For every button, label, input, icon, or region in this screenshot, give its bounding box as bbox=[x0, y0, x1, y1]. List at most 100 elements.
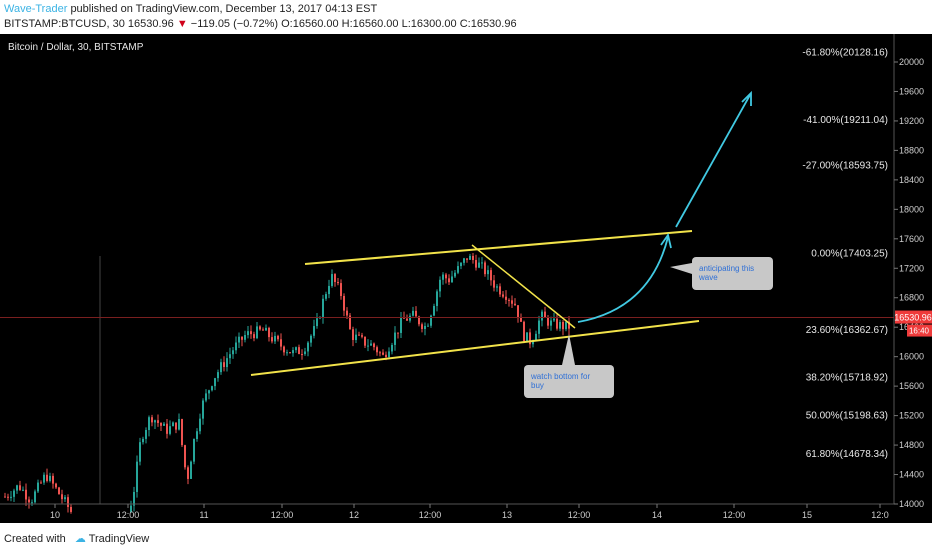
candle-body bbox=[307, 342, 309, 352]
candle-body bbox=[469, 255, 471, 260]
candle-body bbox=[394, 332, 396, 345]
trendlines bbox=[0, 90, 894, 504]
candle-body bbox=[313, 326, 315, 336]
candle-body bbox=[133, 491, 135, 506]
candle-body bbox=[295, 347, 297, 351]
tradingview-logo-icon[interactable]: ☁ bbox=[74, 533, 86, 545]
time-tick-label: 11 bbox=[199, 510, 208, 520]
candle-body bbox=[475, 260, 477, 268]
created-with-text: Created with bbox=[4, 533, 66, 545]
candle-body bbox=[541, 311, 543, 321]
candle-body bbox=[160, 422, 162, 426]
candle-body bbox=[19, 485, 21, 490]
candle-body bbox=[247, 331, 249, 336]
candle-body bbox=[391, 344, 393, 352]
candle-body bbox=[181, 419, 183, 446]
time-tick-label: 12:00 bbox=[117, 510, 140, 520]
time-tick-label: 10 bbox=[50, 510, 60, 520]
candle-body bbox=[397, 332, 399, 334]
candles bbox=[4, 253, 570, 514]
candle-body bbox=[169, 426, 171, 434]
callout-pointer bbox=[562, 334, 575, 365]
candle-body bbox=[340, 283, 342, 296]
chart-area[interactable]: Bitcoin / Dollar, 30, BITSTAMP 14000 1440… bbox=[0, 34, 932, 523]
candle-body bbox=[148, 417, 150, 431]
candle-body bbox=[430, 315, 432, 326]
candle-body bbox=[37, 482, 39, 492]
lower-channel-line bbox=[250, 320, 700, 376]
candle-body bbox=[280, 339, 282, 347]
candle-body bbox=[385, 354, 387, 358]
candle-body bbox=[67, 497, 69, 507]
candle-body bbox=[448, 278, 450, 283]
time-tick-label: 12:0 bbox=[871, 510, 889, 520]
fib-level-label: 0.00%(17403.25) bbox=[811, 248, 888, 259]
candle-body bbox=[376, 347, 378, 353]
candle-body bbox=[520, 317, 522, 322]
candle-body bbox=[223, 362, 225, 368]
candle-body bbox=[190, 461, 192, 479]
candle-body bbox=[175, 422, 177, 430]
candle-body bbox=[25, 489, 27, 500]
candle-body bbox=[379, 352, 381, 354]
candle-body bbox=[235, 342, 237, 351]
candle-body bbox=[358, 334, 360, 336]
candle-body bbox=[46, 474, 48, 481]
time-tick-label: 12:00 bbox=[568, 510, 591, 520]
candle-body bbox=[382, 352, 384, 355]
candle-body bbox=[550, 320, 552, 326]
candle-body bbox=[70, 506, 72, 512]
candle-body bbox=[61, 494, 63, 500]
candle-body bbox=[553, 318, 555, 321]
candle-body bbox=[289, 352, 291, 354]
candle-body bbox=[559, 322, 561, 329]
candle-body bbox=[193, 439, 195, 462]
symbol-line: BITSTAMP:BTCUSD, 30 16530.96 ▼ −119.05 (… bbox=[4, 18, 517, 30]
price-tick-label: 14400 bbox=[899, 470, 924, 480]
candle-body bbox=[310, 335, 312, 343]
candle-body bbox=[4, 496, 6, 498]
chart-title: Bitcoin / Dollar, 30, BITSTAMP bbox=[8, 42, 144, 53]
candle-body bbox=[259, 326, 261, 330]
candle-body bbox=[151, 417, 153, 423]
time-tick-label: 12:00 bbox=[419, 510, 442, 520]
candle-body bbox=[268, 327, 270, 338]
callout-text: watch bottom for bbox=[530, 372, 590, 381]
candle-body bbox=[208, 390, 210, 394]
time-tick-label: 12:00 bbox=[271, 510, 294, 520]
candle-body bbox=[325, 294, 327, 299]
candle-body bbox=[565, 321, 567, 330]
candle-body bbox=[499, 286, 501, 295]
candle-body bbox=[361, 335, 363, 337]
candle-body bbox=[244, 335, 246, 340]
callout-box bbox=[524, 365, 614, 398]
candle-body bbox=[232, 350, 234, 355]
candle-body bbox=[436, 291, 438, 306]
candle-body bbox=[343, 295, 345, 311]
candle-body bbox=[328, 285, 330, 295]
candle-body bbox=[316, 318, 318, 327]
candle-body bbox=[226, 358, 228, 368]
candle-body bbox=[502, 294, 504, 297]
candle-body bbox=[229, 354, 231, 359]
candle-body bbox=[406, 318, 408, 321]
author-link[interactable]: Wave-Trader bbox=[4, 3, 68, 15]
candle-body bbox=[184, 445, 186, 468]
candle-body bbox=[16, 485, 18, 491]
tradingview-brand[interactable]: TradingView bbox=[88, 533, 150, 545]
candlestick-chart[interactable]: Bitcoin / Dollar, 30, BITSTAMP 14000 1440… bbox=[0, 34, 932, 523]
candle-body bbox=[508, 299, 510, 301]
candle-body bbox=[241, 336, 243, 340]
candle-body bbox=[157, 420, 159, 423]
candle-body bbox=[277, 335, 279, 340]
callout-pointer bbox=[670, 263, 692, 274]
candle-body bbox=[514, 303, 516, 306]
callout-text: buy bbox=[531, 381, 544, 390]
candle-body bbox=[493, 280, 495, 288]
candle-body bbox=[292, 350, 294, 354]
candle-body bbox=[253, 334, 255, 339]
candle-body bbox=[130, 505, 132, 512]
candle-body bbox=[427, 325, 429, 327]
candle-body bbox=[481, 262, 483, 264]
price-tick-label: 14000 bbox=[899, 499, 924, 509]
